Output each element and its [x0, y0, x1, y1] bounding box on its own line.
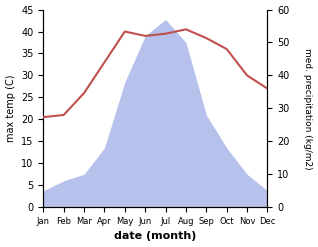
- X-axis label: date (month): date (month): [114, 231, 197, 242]
- Y-axis label: med. precipitation (kg/m2): med. precipitation (kg/m2): [303, 48, 313, 169]
- Y-axis label: max temp (C): max temp (C): [5, 75, 16, 142]
